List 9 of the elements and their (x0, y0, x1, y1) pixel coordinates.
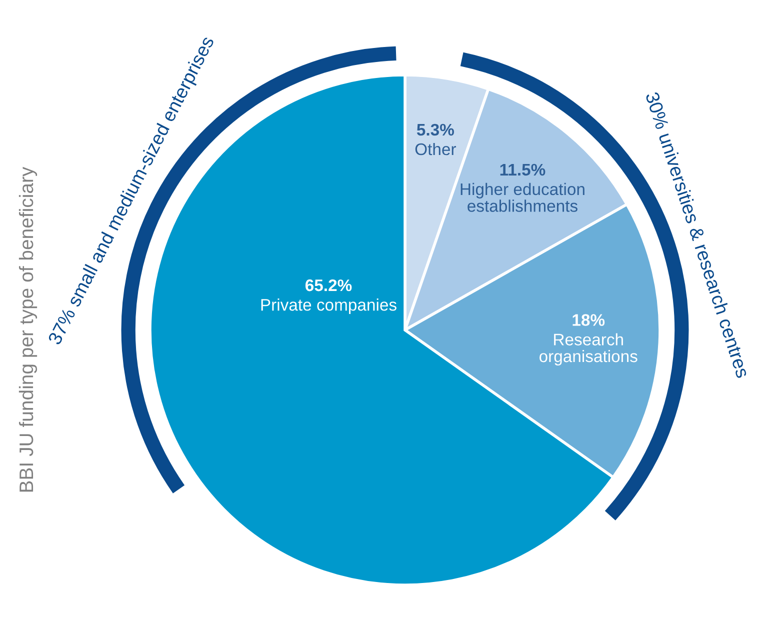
slice-label: Private companies (261, 298, 396, 314)
slice-label: Higher education establishments (460, 182, 584, 212)
data-label: 18% (572, 314, 605, 326)
text: BBI JU funding per type of beneficiary (18, 166, 38, 492)
data-label: 65.2% (305, 279, 352, 292)
slice-label: Other (415, 142, 456, 156)
slice-label: Research organisations (540, 333, 638, 366)
data-label: 11.5% (500, 164, 546, 176)
data-label: 5.3% (416, 124, 454, 136)
